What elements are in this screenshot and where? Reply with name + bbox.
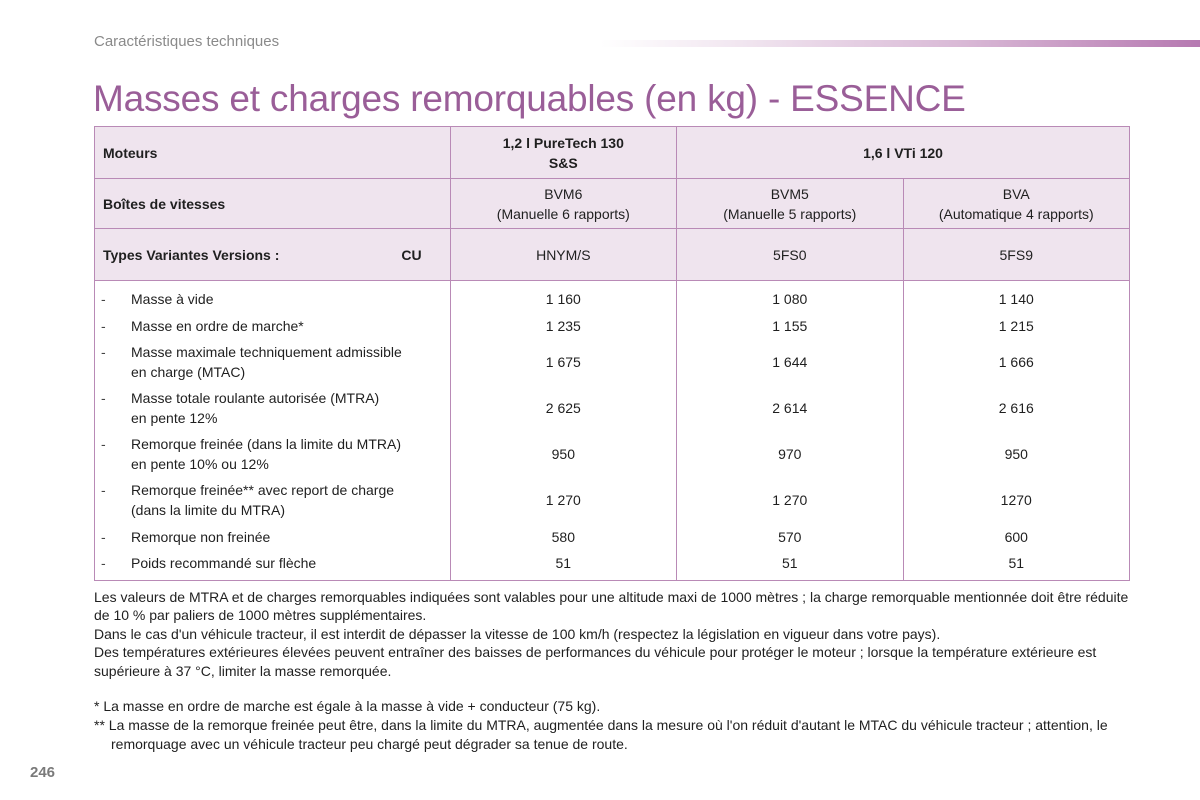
row-label-cell: - Remorque freinée** avec report de charg… [94,476,451,523]
row-value: 950 [449,430,678,477]
row-value: 1 675 [449,338,678,385]
row-label: Masse à vide [131,290,214,307]
table-row: - Masse en ordre de marche* 1 235 1 155 1… [94,312,1131,339]
row-label: Remorque freinée** avec report de charge… [131,481,395,518]
row-label: Poids recommandé sur flèche [131,555,317,572]
header-gradient-bar [600,40,1200,47]
row-value: 1 215 [902,312,1131,339]
row-value: 1 160 [449,280,678,313]
gearbox-detail: (Manuelle 6 rapports) [496,205,630,222]
row-label-cell: - Masse en ordre de marche* [94,312,451,339]
engine-2: 1,6 l VTi 120 [676,126,1130,179]
page-number: 246 [30,764,56,781]
row-value: 2 616 [902,384,1131,431]
row-label: Remorque non freinée [131,528,271,545]
row-label: Masse maximale techniquement admissible … [131,343,402,380]
engines-label: Moteurs [94,126,451,179]
footnote: * La masse en ordre de marche est égale … [94,698,601,714]
row-value: 51 [676,550,904,581]
row-dash: - [101,555,106,572]
row-value: 950 [902,430,1131,477]
gearbox-label: Boîtes de vitesses [94,178,451,229]
gearbox-detail: (Automatique 4 rapports) [938,205,1094,222]
row-label-cell: - Masse maximale techniquement admissible… [94,338,451,385]
gearbox-detail: (Manuelle 5 rapports) [723,205,857,222]
types-label-cell: Types Variantes Versions : CU [94,228,451,281]
cu-label: CU [401,246,422,263]
gearbox-name: BVM5 [770,185,809,202]
table-row: - Masse à vide 1 160 1 080 1 140 [94,280,1131,313]
type-code: HNYM/S [449,228,678,281]
row-value: 1 666 [902,338,1131,385]
row-value: 1270 [902,476,1131,523]
section-label: Caractéristiques techniques [94,33,280,50]
table-row: - Remorque freinée (dans la limite du MTR… [94,430,1131,477]
row-label-cell: - Remorque non freinée [94,522,451,551]
row-dash: - [101,317,106,334]
row-value: 1 270 [676,476,904,523]
row-dash: - [101,481,106,498]
type-code: 5FS0 [676,228,904,281]
row-dash: - [101,290,106,307]
row-label-cell: - Masse totale roulante autorisée (MTRA) … [94,384,451,431]
row-label: Masse totale roulante autorisée (MTRA) e… [131,389,380,426]
row-value: 51 [902,550,1131,581]
type-code: 5FS9 [902,228,1131,281]
types-label: Types Variantes Versions : [103,246,280,263]
row-label: Masse en ordre de marche* [131,317,304,334]
row-value: 2 625 [449,384,678,431]
row-value: 1 270 [449,476,678,523]
row-label-cell: - Masse à vide [94,280,451,313]
gearbox-cell: BVA (Automatique 4 rapports) [902,178,1131,229]
footnotes-block: * La masse en ordre de marche est égale … [94,697,1134,754]
row-value: 970 [676,430,904,477]
table-row: - Masse totale roulante autorisée (MTRA) … [94,384,1131,431]
engine-1: 1,2 l PureTech 130 S&S [449,126,678,179]
row-value: 1 140 [902,280,1131,313]
row-value: 580 [449,522,678,551]
gearbox-name: BVA [1002,185,1030,202]
gearbox-row: Boîtes de vitesses BVM6 (Manuelle 6 rapp… [94,178,1131,229]
page-title: Masses et charges remorquables (en kg) -… [93,78,966,119]
row-label-cell: - Remorque freinée (dans la limite du MTR… [94,430,451,477]
row-label: Remorque freinée (dans la limite du MTRA… [131,435,401,472]
note-paragraph: Dans le cas d'un véhicule tracteur, il e… [94,625,941,642]
engines-row: Moteurs 1,2 l PureTech 130 S&S 1,6 l VTi… [94,126,1130,179]
footnote: ** La masse de la remorque freinée peut … [94,717,1108,752]
table-row: - Remorque freinée** avec report de charg… [94,476,1131,523]
gearbox-name: BVM6 [544,185,583,202]
row-value: 1 235 [449,312,678,339]
row-value: 51 [449,550,678,581]
row-value: 570 [676,522,904,551]
gearbox-cell: BVM6 (Manuelle 6 rapports) [449,178,678,229]
note-paragraph: Des températures extérieures élevées peu… [94,644,1097,679]
masses-table: Moteurs 1,2 l PureTech 130 S&S 1,6 l VTi… [94,126,1131,581]
types-row: Types Variantes Versions : CU HNYM/S 5FS… [94,228,1131,281]
row-value: 600 [902,522,1131,551]
notes-block: Les valeurs de MTRA et de charges remorq… [94,588,1134,680]
row-dash: - [101,435,106,452]
table-row: - Remorque non freinée 580 570 600 [94,522,1131,551]
row-value: 1 155 [676,312,904,339]
row-dash: - [101,389,106,406]
note-paragraph: Les valeurs de MTRA et de charges remorq… [94,589,1129,624]
gearbox-cell: BVM5 (Manuelle 5 rapports) [676,178,904,229]
row-dash: - [101,343,106,360]
row-dash: - [101,528,106,545]
table-row: - Masse maximale techniquement admissible… [94,338,1131,385]
row-value: 1 080 [676,280,904,313]
table-row: - Poids recommandé sur flèche 51 51 51 [94,550,1131,581]
row-label-cell: - Poids recommandé sur flèche [94,550,451,581]
row-value: 2 614 [676,384,904,431]
row-value: 1 644 [676,338,904,385]
